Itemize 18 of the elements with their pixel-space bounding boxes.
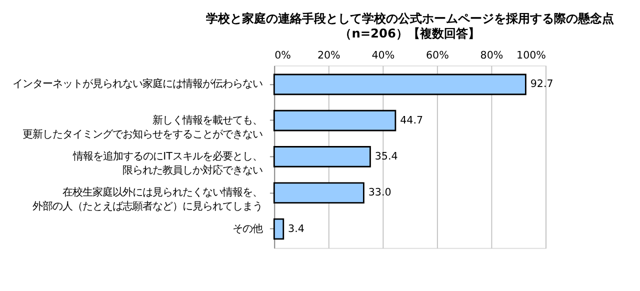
data-label: 35.4 xyxy=(374,150,398,163)
y-tick-label: 情報を追加するのにITスキルを必要とし、限られた教員しか対応できない xyxy=(72,150,262,177)
data-label: 3.4 xyxy=(288,222,304,235)
data-label: 33.0 xyxy=(368,186,392,199)
y-tick-label: 新しく情報を載せても、更新したタイミングでお知らせをすることができない xyxy=(22,114,262,140)
x-tick-label: 20% xyxy=(317,49,341,62)
x-tick-label: 80% xyxy=(480,49,504,62)
x-tick-label: 40% xyxy=(372,49,395,62)
chart-subtitle: （n=206）【複数回答】 xyxy=(340,26,480,40)
x-tick-label: 0% xyxy=(274,49,292,62)
chart-title: 学校と家庭の連絡手段として学校の公式ホームページを採用する際の懸念点 xyxy=(206,11,614,26)
data-label: 92.7 xyxy=(530,78,554,90)
y-tick-label: 在校生家庭以外には見られたくない情報を、外部の人（たとえば志願者など）に見られてしまう xyxy=(32,186,262,213)
y-tick-label: インターネットが見られない家庭には情報が伝わらない xyxy=(12,78,262,90)
data-label: 44.7 xyxy=(400,114,424,126)
x-tick-label: 60% xyxy=(426,49,450,62)
x-tick-label: 100% xyxy=(516,49,546,62)
y-tick-label: その他 xyxy=(232,222,262,235)
